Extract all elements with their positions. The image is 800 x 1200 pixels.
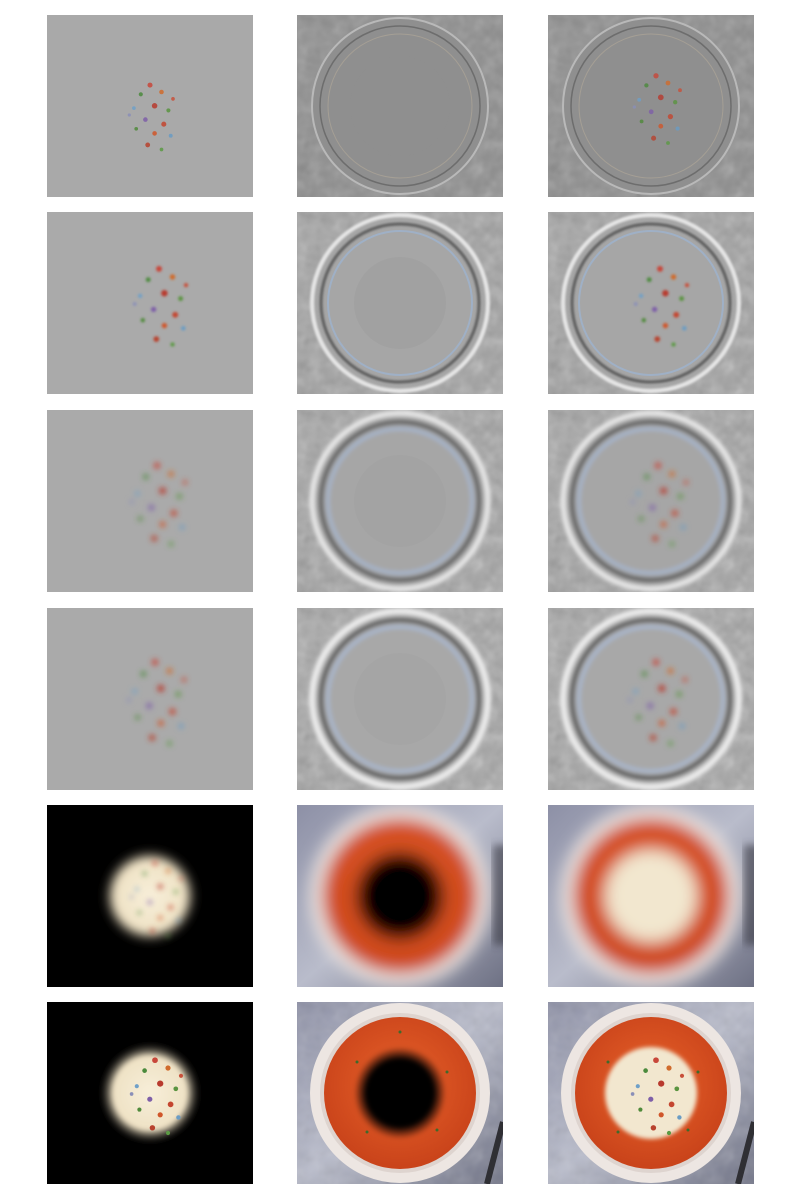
surround-lowpass-tile: [297, 805, 503, 987]
surround-band-tile: [297, 212, 503, 394]
combined-band-tile: [548, 410, 754, 592]
surround-band-tile: [297, 608, 503, 790]
combined-band-tile: [548, 212, 754, 394]
combined-detail-tile: [548, 15, 754, 197]
mask-lowpass-tile: [47, 805, 253, 987]
surround-band-tile: [297, 410, 503, 592]
mask-detail-tile: [47, 15, 253, 197]
combined-full-tile: [548, 1002, 754, 1184]
mask-band-tile: [47, 410, 253, 592]
combined-band-tile: [548, 608, 754, 790]
combined-lowpass-tile: [548, 805, 754, 987]
surround-full-tile: [297, 1002, 503, 1184]
mask-band-tile: [47, 212, 253, 394]
surround-detail-tile: [297, 15, 503, 197]
mask-band-tile: [47, 608, 253, 790]
mask-full-tile: [47, 1002, 253, 1184]
